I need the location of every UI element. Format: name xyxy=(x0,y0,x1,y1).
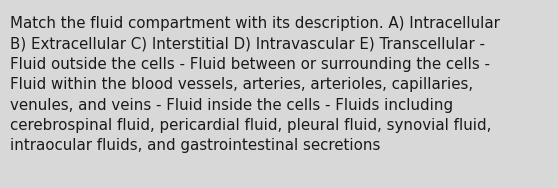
Text: Match the fluid compartment with its description. A) Intracellular
B) Extracellu: Match the fluid compartment with its des… xyxy=(10,16,500,153)
